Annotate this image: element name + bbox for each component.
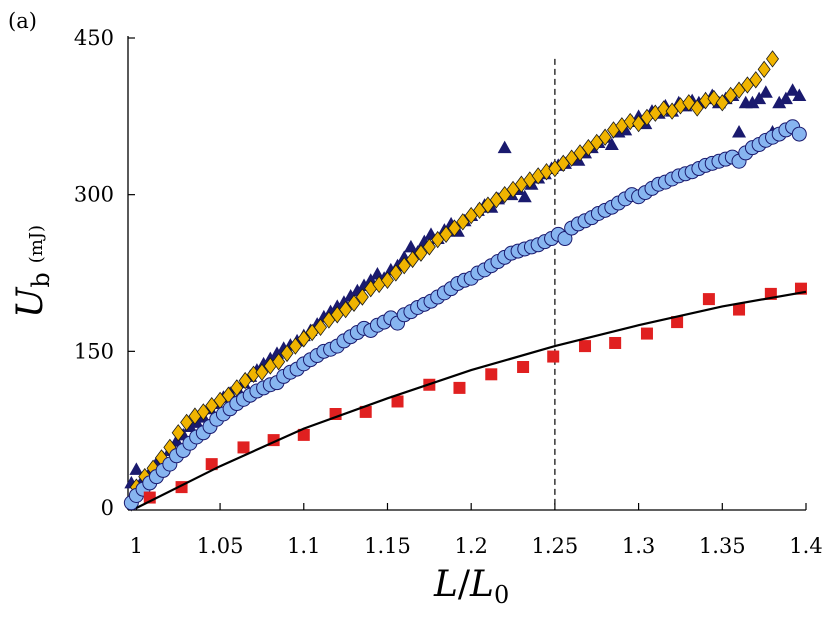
data-point-diamond [715, 94, 729, 112]
data-point-square [237, 441, 250, 454]
y-axis-label-unit: (mJ) [26, 225, 47, 263]
data-point-diamond [355, 288, 369, 306]
data-point-diamond [171, 424, 185, 442]
data-point-square [359, 405, 372, 418]
series-layer [123, 50, 807, 512]
data-point-diamond [623, 112, 637, 131]
data-point-triangle [745, 95, 760, 109]
x-tick-label: 1.15 [364, 534, 411, 558]
data-point-diamond [196, 403, 210, 421]
x-axis-label-subscript: 0 [494, 581, 509, 609]
panel-label: (a) [8, 9, 37, 33]
x-ticks: 1 1.05 1.1 1.15 1.2 1.25 1.3 1.35 1.4 [130, 503, 823, 558]
fit-curve [135, 290, 807, 509]
data-point-diamond [397, 257, 411, 275]
data-point-square [517, 361, 530, 373]
x-tick-label: 1.3 [622, 534, 655, 558]
data-point-triangle [129, 462, 144, 475]
x-tick-label: 1 [130, 534, 143, 558]
data-point-circle [791, 126, 807, 142]
y-axis-label: Ub (mJ) [10, 225, 55, 318]
x-axis-label-separator: / [458, 564, 471, 605]
x-tick-label: 1.4 [789, 534, 822, 558]
x-axis-label: L/L0 [433, 564, 509, 609]
data-point-diamond [690, 99, 704, 117]
data-point-triangle [758, 85, 773, 98]
data-point-diamond [255, 363, 269, 381]
data-point-diamond [766, 50, 780, 68]
data-point-square [547, 350, 560, 363]
data-point-diamond [280, 344, 294, 363]
data-point-diamond [314, 318, 328, 336]
data-point-diamond [422, 238, 436, 256]
data-point-triangle [370, 267, 385, 280]
data-point-circle [557, 231, 573, 247]
data-point-triangle [752, 91, 767, 105]
data-point-diamond [389, 264, 403, 282]
x-tick-label: 1.35 [699, 534, 746, 558]
data-point-triangle [403, 239, 418, 253]
series-circle [123, 119, 807, 511]
data-point-diamond [598, 128, 612, 146]
y-tick-label: 450 [74, 26, 114, 50]
y-tick-label: 300 [74, 183, 114, 207]
data-point-square [671, 316, 684, 329]
data-point-diamond [230, 379, 244, 397]
data-point-diamond [632, 114, 646, 133]
y-tick-label: 0 [101, 496, 114, 520]
data-point-square [205, 458, 218, 471]
plot-area: 0 150 300 450 1 1.05 1.1 1.15 1.2 1.25 1.3 1.35 1.4 [74, 26, 823, 558]
data-point-diamond [339, 300, 353, 319]
data-point-triangle [792, 88, 807, 101]
data-point-square [579, 340, 592, 353]
x-tick-label: 1.25 [532, 534, 579, 558]
data-point-square [485, 368, 498, 381]
data-point-diamond [439, 225, 453, 244]
y-ticks: 0 150 300 450 [74, 26, 135, 520]
data-point-diamond [447, 219, 461, 237]
data-point-triangle [772, 95, 787, 109]
data-point-diamond [288, 337, 302, 355]
data-point-diamond [456, 213, 470, 231]
series-square [143, 282, 807, 504]
data-point-diamond [414, 244, 428, 262]
data-point-triangle [785, 83, 800, 96]
data-point-diamond [297, 330, 311, 348]
y-tick-label: 150 [74, 339, 114, 363]
data-point-diamond [757, 60, 771, 79]
x-tick-label: 1.2 [454, 534, 487, 558]
data-point-diamond [180, 413, 194, 432]
data-point-triangle [778, 91, 793, 105]
data-point-diamond [272, 353, 286, 371]
data-point-square [391, 395, 404, 408]
data-point-square [733, 303, 746, 316]
data-point-square [702, 293, 715, 306]
data-point-triangle [571, 153, 586, 166]
data-point-diamond [347, 294, 361, 312]
data-point-diamond [657, 100, 671, 118]
series-diamond [124, 50, 780, 512]
y-axis-label-subscript: b [27, 272, 55, 287]
data-point-triangle [732, 125, 747, 138]
data-point-triangle [497, 140, 512, 154]
data-point-square [609, 336, 622, 349]
data-point-triangle [517, 189, 532, 203]
x-axis-label-denominator: L [469, 564, 494, 605]
x-tick-label: 1.05 [197, 534, 244, 558]
data-point-square [297, 428, 310, 441]
data-point-triangle [604, 137, 619, 151]
y-axis-label-symbol: U [10, 286, 51, 318]
data-point-square [453, 381, 466, 394]
x-tick-label: 1.1 [287, 534, 320, 558]
data-point-diamond [238, 371, 252, 390]
data-point-diamond [380, 271, 394, 289]
data-point-diamond [406, 250, 420, 269]
x-axis-label-numerator: L [433, 564, 458, 605]
data-point-diamond [749, 71, 763, 89]
data-point-square [640, 327, 653, 340]
